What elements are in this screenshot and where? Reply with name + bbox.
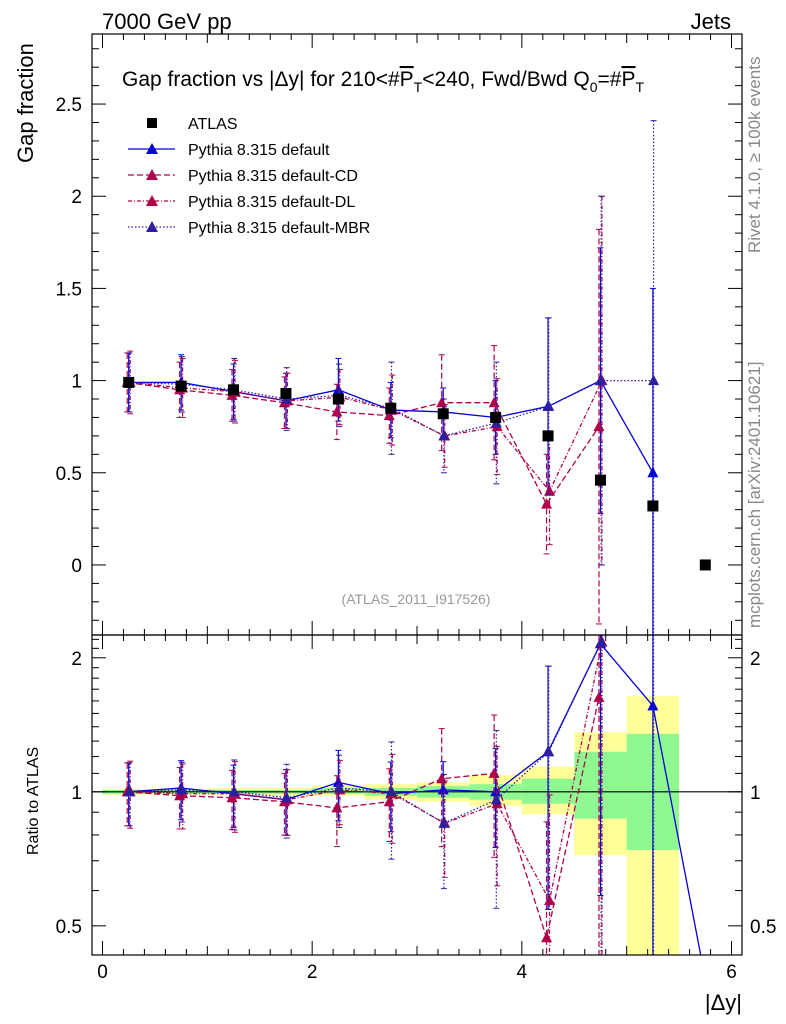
data-point-dl (544, 485, 556, 496)
ratio-point-mbr (385, 785, 397, 797)
ratio-y-tick-label-right: 0.5 (750, 917, 776, 938)
data-point-atlas (647, 500, 659, 512)
ratio-point-mbr (490, 793, 502, 805)
ratio-y-tick-label-right: 1 (750, 783, 761, 804)
data-point-default (332, 383, 344, 395)
legend-marker-default (146, 143, 158, 154)
rivet-label: Rivet 4.1.0, ≥ 100k events (745, 57, 764, 253)
ratio-y-tick-label-left: 2 (71, 649, 82, 670)
x-axis-label: |Δy| (705, 990, 742, 1015)
energy-label: 7000 GeV pp (102, 9, 232, 34)
ratio-point-mbr (333, 781, 345, 793)
ratio-point-mbr (595, 636, 607, 647)
legend-marker-mbr (146, 221, 158, 232)
legend-label-default: Pythia 8.315 default (188, 142, 330, 159)
series-line-dl (130, 380, 603, 493)
legend-marker-atlas (147, 118, 157, 128)
x-tick-label: 6 (726, 962, 737, 983)
legend-marker-dl (146, 195, 158, 206)
main-y-axis-label: Gap fraction (13, 43, 38, 163)
ratio-point-mbr (176, 783, 188, 795)
legend-marker-cd (146, 169, 158, 180)
ratio-point-default (437, 783, 449, 795)
ratio-point-mbr (438, 817, 450, 828)
main-y-tick-label: 1 (71, 372, 82, 393)
series-line-mbr (129, 379, 654, 437)
data-point-atlas (385, 402, 397, 414)
data-point-atlas (490, 411, 502, 423)
legend-label-atlas: ATLAS (188, 116, 238, 133)
ratio-point-mbr (281, 791, 293, 803)
data-point-mbr (648, 374, 660, 386)
series-atlas (123, 376, 711, 571)
data-point-mbr (438, 429, 450, 441)
data-point-atlas (280, 387, 292, 399)
data-point-cd (541, 498, 553, 509)
main-y-tick-label: 2.5 (56, 95, 82, 116)
ratio-point-default (647, 699, 659, 711)
data-point-atlas (699, 559, 711, 571)
ratio-point-cd (331, 801, 343, 813)
ratio-point-mbr (123, 785, 135, 797)
x-tick-label: 4 (517, 962, 528, 983)
ratio-point-mbr (543, 745, 555, 757)
ratio-series-mbr (123, 634, 657, 956)
data-point-atlas (228, 384, 240, 396)
ratio-point-cd (383, 795, 395, 807)
ratio-line-cd (127, 697, 600, 941)
series-line-cd (127, 381, 600, 506)
data-point-atlas (175, 380, 187, 392)
main-y-tick-label: 0.5 (56, 464, 82, 485)
main-y-tick-label: 0 (71, 556, 82, 577)
legend-label-cd: Pythia 8.315 default-CD (188, 168, 358, 185)
data-point-mbr (543, 400, 555, 411)
ratio-point-dl (544, 894, 556, 905)
data-point-atlas (594, 474, 606, 486)
ratio-line-dl (130, 641, 603, 903)
main-y-tick-label: 1.5 (56, 279, 82, 300)
data-point-default (647, 466, 659, 478)
ratio-point-default (332, 776, 344, 787)
ratio-point-mbr (228, 785, 240, 797)
ratio-line-default (128, 642, 702, 955)
x-tick-label: 0 (97, 962, 108, 983)
ratio-y-tick-label-left: 0.5 (56, 917, 82, 938)
data-point-atlas (437, 408, 449, 420)
ratio-point-default (490, 785, 502, 797)
legend-label-mbr: Pythia 8.315 default-MBR (188, 220, 370, 237)
process-label: Jets (691, 9, 731, 34)
analysis-label: (ATLAS_2011_I917526) (342, 591, 491, 607)
ratio-y-axis-label: Ratio to ATLAS (25, 747, 42, 855)
legend: ATLAS Pythia 8.315 default Pythia 8.315 … (128, 116, 370, 237)
mcplots-label: mcplots.cern.ch [arXiv:2401.10621] (745, 362, 764, 628)
ratio-y-tick-label-right: 2 (750, 649, 761, 670)
data-point-atlas (123, 376, 135, 388)
ratio-panel-frame (91, 634, 743, 956)
main-y-tick-label: 2 (71, 187, 82, 208)
data-point-atlas (542, 430, 554, 442)
plot-title: Gap fraction vs |Δy| for 210<#PT<240, Fw… (122, 68, 645, 95)
data-point-atlas (332, 393, 344, 405)
legend-label-dl: Pythia 8.315 default-DL (188, 194, 355, 211)
x-tick-label: 2 (307, 962, 318, 983)
data-point-mbr (595, 374, 607, 386)
ratio-y-tick-label-left: 1 (71, 783, 82, 804)
